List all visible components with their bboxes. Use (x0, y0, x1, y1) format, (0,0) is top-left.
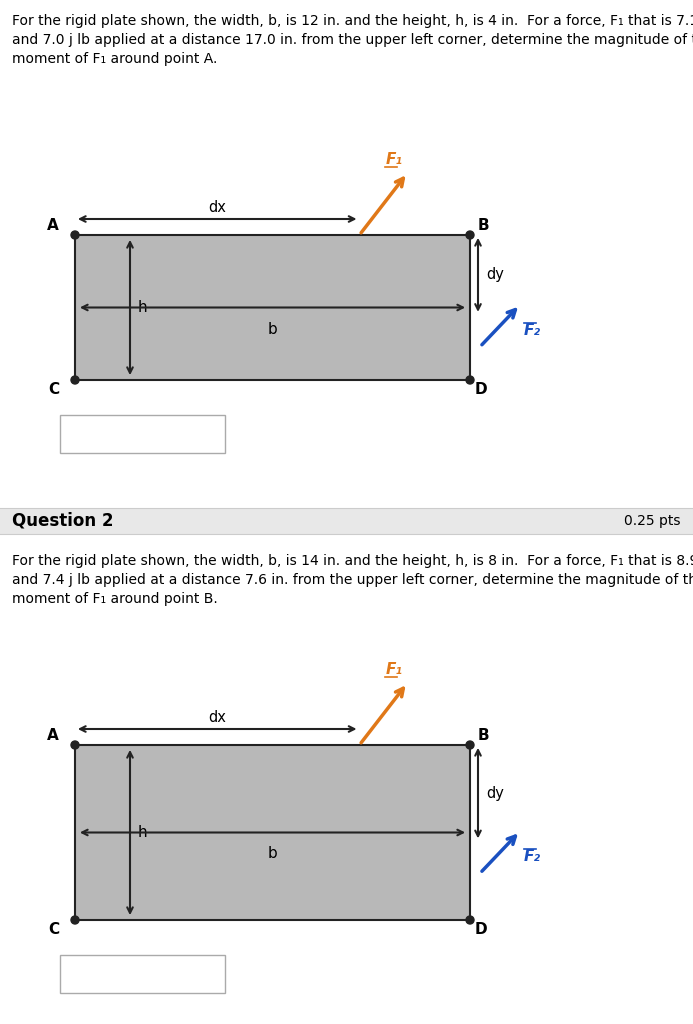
Text: h: h (138, 825, 148, 840)
Text: dx: dx (209, 710, 226, 725)
Text: F₁: F₁ (385, 152, 403, 167)
Text: B: B (478, 728, 490, 743)
Circle shape (71, 916, 79, 924)
Circle shape (466, 916, 474, 924)
Text: dy: dy (486, 785, 504, 801)
Text: h: h (138, 300, 148, 315)
Text: Question 2: Question 2 (12, 512, 114, 530)
Bar (0, 508, 693, 534)
Circle shape (71, 741, 79, 749)
Text: D: D (475, 382, 488, 397)
Text: B: B (478, 218, 490, 233)
Text: F₁: F₁ (385, 662, 403, 677)
Circle shape (466, 741, 474, 749)
Bar (75, 745, 470, 920)
Circle shape (466, 231, 474, 239)
Text: A: A (47, 728, 59, 743)
Text: For the rigid plate shown, the width, b, is 14 in. and the height, h, is 8 in.  : For the rigid plate shown, the width, b,… (12, 554, 693, 568)
Text: For the rigid plate shown, the width, b, is 12 in. and the height, h, is 4 in.  : For the rigid plate shown, the width, b,… (12, 14, 693, 28)
Bar (60, 955, 225, 993)
Text: dx: dx (209, 200, 226, 215)
Text: dy: dy (486, 267, 504, 283)
Bar (60, 415, 225, 453)
Text: b: b (267, 847, 277, 861)
Text: and 7.0 j lb applied at a distance 17.0 in. from the upper left corner, determin: and 7.0 j lb applied at a distance 17.0 … (12, 33, 693, 47)
Text: b: b (267, 322, 277, 337)
Text: C: C (48, 922, 59, 937)
Text: F₂: F₂ (524, 323, 541, 338)
Text: moment of F₁ around point A.: moment of F₁ around point A. (12, 52, 218, 66)
Text: D: D (475, 922, 488, 937)
Bar (75, 234, 470, 380)
Text: A: A (47, 218, 59, 233)
Text: F₂: F₂ (524, 849, 541, 864)
Text: C: C (48, 382, 59, 397)
Text: moment of F₁ around point B.: moment of F₁ around point B. (12, 592, 218, 606)
Text: and 7.4 j lb applied at a distance 7.6 in. from the upper left corner, determine: and 7.4 j lb applied at a distance 7.6 i… (12, 573, 693, 587)
Text: 0.25 pts: 0.25 pts (624, 514, 681, 528)
Circle shape (71, 376, 79, 384)
Circle shape (466, 376, 474, 384)
Circle shape (71, 231, 79, 239)
